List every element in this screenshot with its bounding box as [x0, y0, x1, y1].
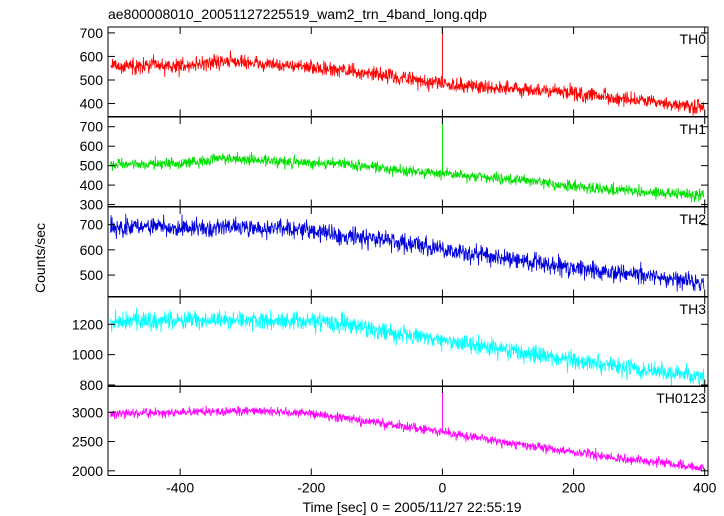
chart-title: ae800008010_20051127225519_wam2_trn_4ban… — [108, 6, 487, 22]
y-tick-label: 700 — [80, 217, 104, 233]
y-tick-label: 2500 — [72, 434, 103, 450]
y-tick-label: 700 — [80, 25, 104, 41]
x-tick-label: -200 — [297, 480, 325, 496]
x-axis-title: Time [sec] 0 = 2005/11/27 22:55:19 — [302, 499, 521, 515]
x-axis-tick-labels: -400 -200 0 200 400 — [166, 480, 716, 496]
panels-group: 400 500 600 700 TH0 300 400 500 600 700 TH1 500 600 7… — [72, 25, 709, 479]
x-tick-label: 200 — [562, 480, 586, 496]
panel-th2: 500 600 700 TH2 — [80, 206, 709, 297]
series-label-th0: TH0 — [680, 31, 707, 47]
y-tick-label: 600 — [80, 138, 104, 154]
series-label-th0123: TH0123 — [656, 390, 706, 406]
y-tick-label: 500 — [80, 72, 104, 88]
x-tick-label: 0 — [439, 480, 447, 496]
panel-th0: 400 500 600 700 TH0 — [80, 25, 709, 117]
y-tick-label: 300 — [80, 197, 104, 213]
y-tick-label: 500 — [80, 267, 104, 283]
y-tick-label: 400 — [80, 177, 104, 193]
y-tick-label: 600 — [80, 48, 104, 64]
series-line-th0 — [110, 50, 705, 116]
series-label-th1: TH1 — [680, 121, 707, 137]
series-line-th0123 — [110, 405, 705, 472]
y-tick-label: 1000 — [72, 347, 103, 363]
series-label-th2: TH2 — [680, 211, 707, 227]
y-axis-title: Counts/sec — [32, 223, 48, 293]
panel-frame — [107, 385, 709, 476]
panel-th1: 300 400 500 600 700 TH1 — [80, 116, 709, 213]
series-label-th3: TH3 — [680, 301, 707, 317]
y-tick-label: 1200 — [72, 316, 103, 332]
y-tick-label: 2000 — [72, 463, 103, 479]
series-line-th1 — [110, 151, 705, 203]
y-tick-label: 700 — [80, 119, 104, 135]
panel-frame — [107, 206, 709, 297]
panel-th0123: 2000 2500 3000 TH0123 — [72, 385, 709, 479]
series-line-th2 — [110, 213, 705, 292]
y-tick-label: 800 — [80, 377, 104, 393]
x-tick-label: 400 — [693, 480, 717, 496]
y-tick-label: 600 — [80, 242, 104, 258]
panel-th3: 800 1000 1200 TH3 — [72, 296, 709, 393]
series-line-th3 — [110, 307, 705, 387]
y-tick-label: 400 — [80, 96, 104, 112]
y-tick-label: 3000 — [72, 404, 103, 420]
x-tick-label: -400 — [166, 480, 194, 496]
y-tick-label: 500 — [80, 158, 104, 174]
panel-frame — [107, 296, 709, 387]
